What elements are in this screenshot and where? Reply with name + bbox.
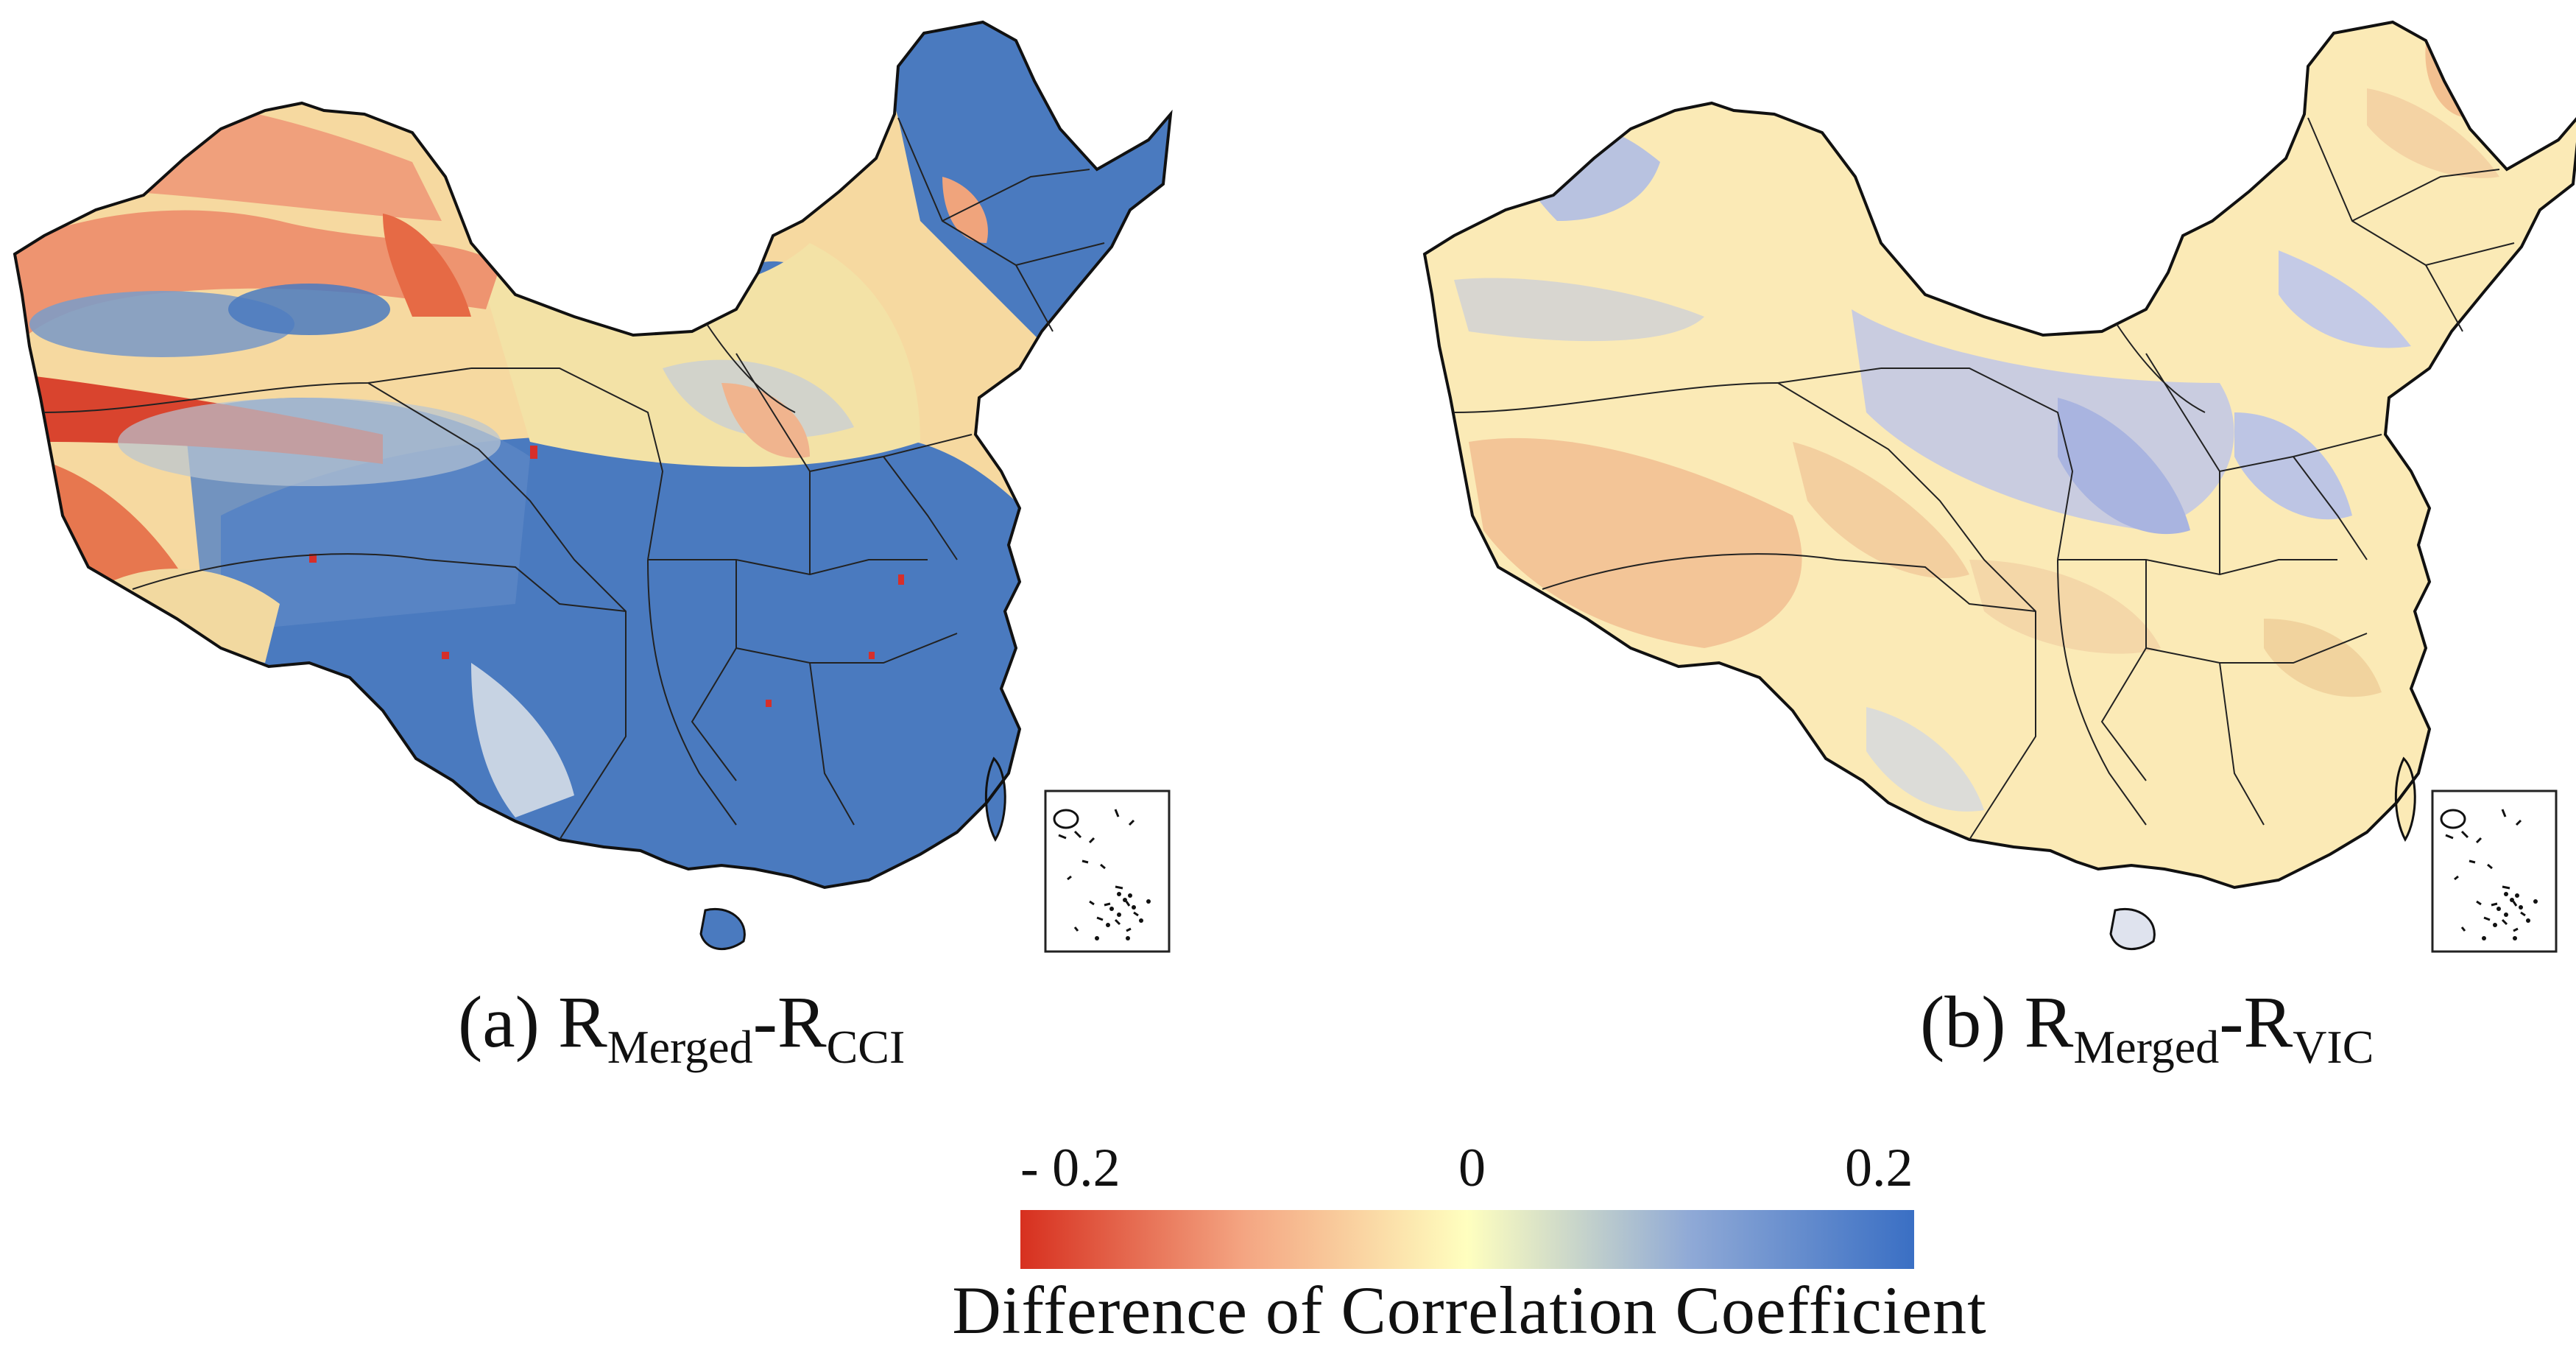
panel-b-sub2: VIC	[2293, 1021, 2374, 1073]
map-panel-a	[13, 20, 1173, 951]
panel-a-mid: -R	[752, 981, 827, 1063]
panel-b-mid: -R	[2219, 981, 2293, 1063]
map-panel-b	[1422, 20, 2576, 951]
inset-south-china-sea-b	[2431, 789, 2558, 953]
panel-a-caption: (a) RMerged-RCCI	[458, 985, 905, 1071]
panel-b-prefix: (b) R	[1920, 981, 2074, 1063]
inset-south-china-sea-a	[1044, 789, 1171, 953]
panel-b-sub1: Merged	[2073, 1021, 2220, 1073]
colorbar-gradient	[1020, 1210, 1914, 1269]
panel-a-sub1: Merged	[607, 1021, 753, 1073]
panel-a-prefix: (a) R	[458, 981, 607, 1063]
colorbar-legend: - 0.2 0 0.2 Difference of Correlation Co…	[952, 1136, 1986, 1357]
colorbar-title: Difference of Correlation Coefficient	[952, 1273, 1987, 1348]
panel-b-caption: (b) RMerged-RVIC	[1920, 985, 2374, 1071]
colorbar-min-label: - 0.2	[1020, 1138, 1121, 1198]
panel-a-sub2: CCI	[826, 1021, 906, 1073]
colorbar-mid-label: 0	[1458, 1138, 1486, 1198]
colorbar-max-label: 0.2	[1845, 1138, 1913, 1198]
